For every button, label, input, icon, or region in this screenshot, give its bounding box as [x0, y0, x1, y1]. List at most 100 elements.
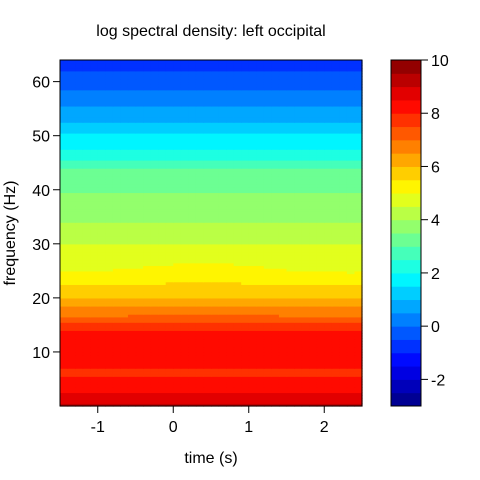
heatmap-cell	[331, 192, 340, 196]
heatmap-cell	[165, 392, 174, 396]
heatmap-cell	[301, 81, 310, 85]
heatmap-cell	[211, 354, 220, 358]
heatmap-cell	[150, 303, 159, 307]
heatmap-cell	[90, 219, 99, 223]
heatmap-cell	[150, 132, 159, 137]
heatmap-cell	[67, 181, 76, 185]
heatmap-cell	[203, 335, 212, 340]
heatmap-cell	[316, 111, 325, 115]
heatmap-cell	[90, 81, 99, 85]
heatmap-cell	[286, 273, 295, 277]
heatmap-cell	[112, 287, 121, 291]
heatmap-cell	[278, 165, 288, 169]
heatmap-cell	[339, 349, 348, 353]
heatmap-cell	[309, 249, 318, 253]
heatmap-cell	[211, 192, 220, 196]
heatmap-cell	[90, 378, 99, 383]
heatmap-cell	[203, 227, 212, 231]
heatmap-cell	[354, 265, 363, 269]
heatmap-cell	[286, 373, 295, 377]
heatmap-cell	[339, 270, 348, 275]
heatmap-cell	[60, 138, 69, 142]
heatmap-cell	[165, 284, 174, 288]
heatmap-cell	[316, 389, 325, 394]
heatmap-cell	[112, 403, 121, 407]
heatmap-cell	[324, 316, 333, 321]
heatmap-cell	[127, 362, 137, 367]
heatmap-cell	[173, 84, 182, 88]
heatmap-cell	[309, 346, 318, 350]
heatmap-cell	[112, 319, 121, 323]
heatmap-cell	[316, 89, 325, 94]
heatmap-cell	[158, 211, 167, 215]
heatmap-cell	[309, 168, 318, 172]
heatmap-cell	[90, 273, 99, 277]
heatmap-cell	[316, 181, 325, 185]
heatmap-cell	[233, 300, 242, 304]
heatmap-cell	[173, 78, 182, 83]
heatmap-cell	[203, 119, 212, 123]
heatmap-cell	[143, 70, 152, 75]
heatmap-cell	[180, 368, 189, 372]
heatmap-cell	[331, 132, 340, 137]
heatmap-cell	[150, 287, 159, 291]
heatmap-cell	[120, 111, 129, 115]
heatmap-cell	[90, 384, 99, 388]
heatmap-cell	[241, 189, 250, 194]
heatmap-cell	[165, 246, 174, 250]
heatmap-cell	[90, 389, 99, 394]
heatmap-cell	[271, 270, 280, 275]
heatmap-cell	[188, 370, 197, 375]
heatmap-cell	[105, 154, 114, 158]
heatmap-cell	[354, 365, 363, 369]
heatmap-cell	[90, 230, 99, 234]
heatmap-cell	[324, 330, 333, 334]
heatmap-cell	[90, 403, 99, 407]
heatmap-cell	[301, 162, 310, 167]
heatmap-cell	[248, 76, 257, 80]
heatmap-cell	[82, 181, 91, 185]
heatmap-cell	[158, 284, 167, 288]
heatmap-cell	[127, 335, 137, 340]
heatmap-cell	[90, 268, 99, 272]
heatmap-cell	[316, 160, 325, 164]
heatmap-cell	[226, 341, 235, 345]
heatmap-cell	[271, 351, 280, 356]
heatmap-cell	[75, 270, 84, 275]
heatmap-cell	[90, 149, 99, 153]
heatmap-cell	[248, 397, 257, 402]
heatmap-cell	[256, 335, 265, 340]
heatmap-cell	[188, 235, 197, 239]
heatmap-cell	[331, 170, 340, 175]
heatmap-cell	[301, 224, 310, 229]
heatmap-cell	[271, 165, 280, 169]
heatmap-cell	[226, 392, 235, 396]
heatmap-cell	[82, 403, 91, 407]
heatmap-cell	[226, 105, 235, 110]
heatmap-cell	[165, 203, 174, 207]
heatmap-cell	[263, 257, 272, 261]
heatmap-cell	[324, 376, 333, 380]
heatmap-cell	[60, 141, 69, 145]
heatmap-cell	[316, 316, 325, 321]
heatmap-cell	[248, 141, 257, 145]
heatmap-cell	[120, 357, 129, 361]
heatmap-cell	[271, 287, 280, 291]
heatmap-cell	[120, 200, 129, 204]
heatmap-cell	[301, 205, 310, 210]
heatmap-cell	[248, 403, 257, 407]
heatmap-cell	[97, 389, 106, 394]
heatmap-cell	[158, 287, 167, 291]
heatmap-cell	[339, 265, 348, 269]
heatmap-cell	[256, 270, 265, 275]
heatmap-cell	[173, 157, 182, 161]
heatmap-cell	[354, 349, 363, 353]
heatmap-cell	[286, 189, 295, 194]
heatmap-cell	[150, 273, 159, 277]
heatmap-cell	[271, 373, 280, 377]
heatmap-cell	[127, 260, 137, 264]
heatmap-cell	[226, 400, 235, 404]
heatmap-cell	[60, 78, 69, 83]
heatmap-cell	[271, 249, 280, 253]
heatmap-cell	[211, 89, 220, 94]
